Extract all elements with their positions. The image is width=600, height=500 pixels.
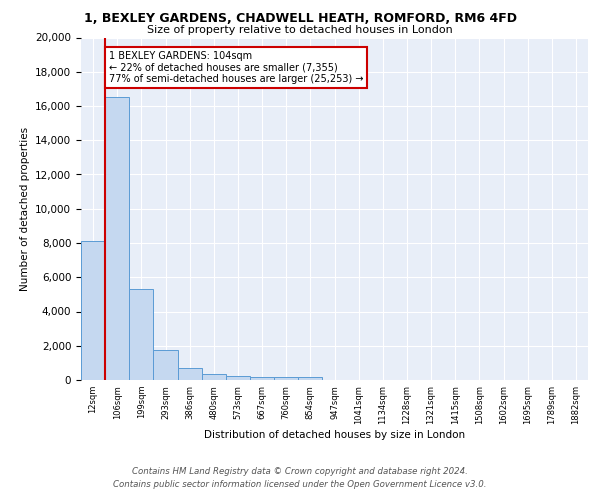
Text: Contains HM Land Registry data © Crown copyright and database right 2024.: Contains HM Land Registry data © Crown c… — [132, 467, 468, 476]
Bar — [226, 376, 250, 380]
Bar — [81, 242, 105, 380]
Bar — [105, 98, 129, 380]
Bar — [154, 350, 178, 380]
Bar — [202, 374, 226, 380]
Text: Size of property relative to detached houses in London: Size of property relative to detached ho… — [147, 25, 453, 35]
Bar — [129, 289, 154, 380]
Text: 1 BEXLEY GARDENS: 104sqm
← 22% of detached houses are smaller (7,355)
77% of sem: 1 BEXLEY GARDENS: 104sqm ← 22% of detach… — [109, 51, 363, 84]
Text: Contains public sector information licensed under the Open Government Licence v3: Contains public sector information licen… — [113, 480, 487, 489]
Bar — [178, 368, 202, 380]
Bar — [274, 377, 298, 380]
Text: 1, BEXLEY GARDENS, CHADWELL HEATH, ROMFORD, RM6 4FD: 1, BEXLEY GARDENS, CHADWELL HEATH, ROMFO… — [83, 12, 517, 26]
Bar — [298, 378, 322, 380]
X-axis label: Distribution of detached houses by size in London: Distribution of detached houses by size … — [204, 430, 465, 440]
Bar — [250, 376, 274, 380]
Y-axis label: Number of detached properties: Number of detached properties — [20, 126, 29, 291]
